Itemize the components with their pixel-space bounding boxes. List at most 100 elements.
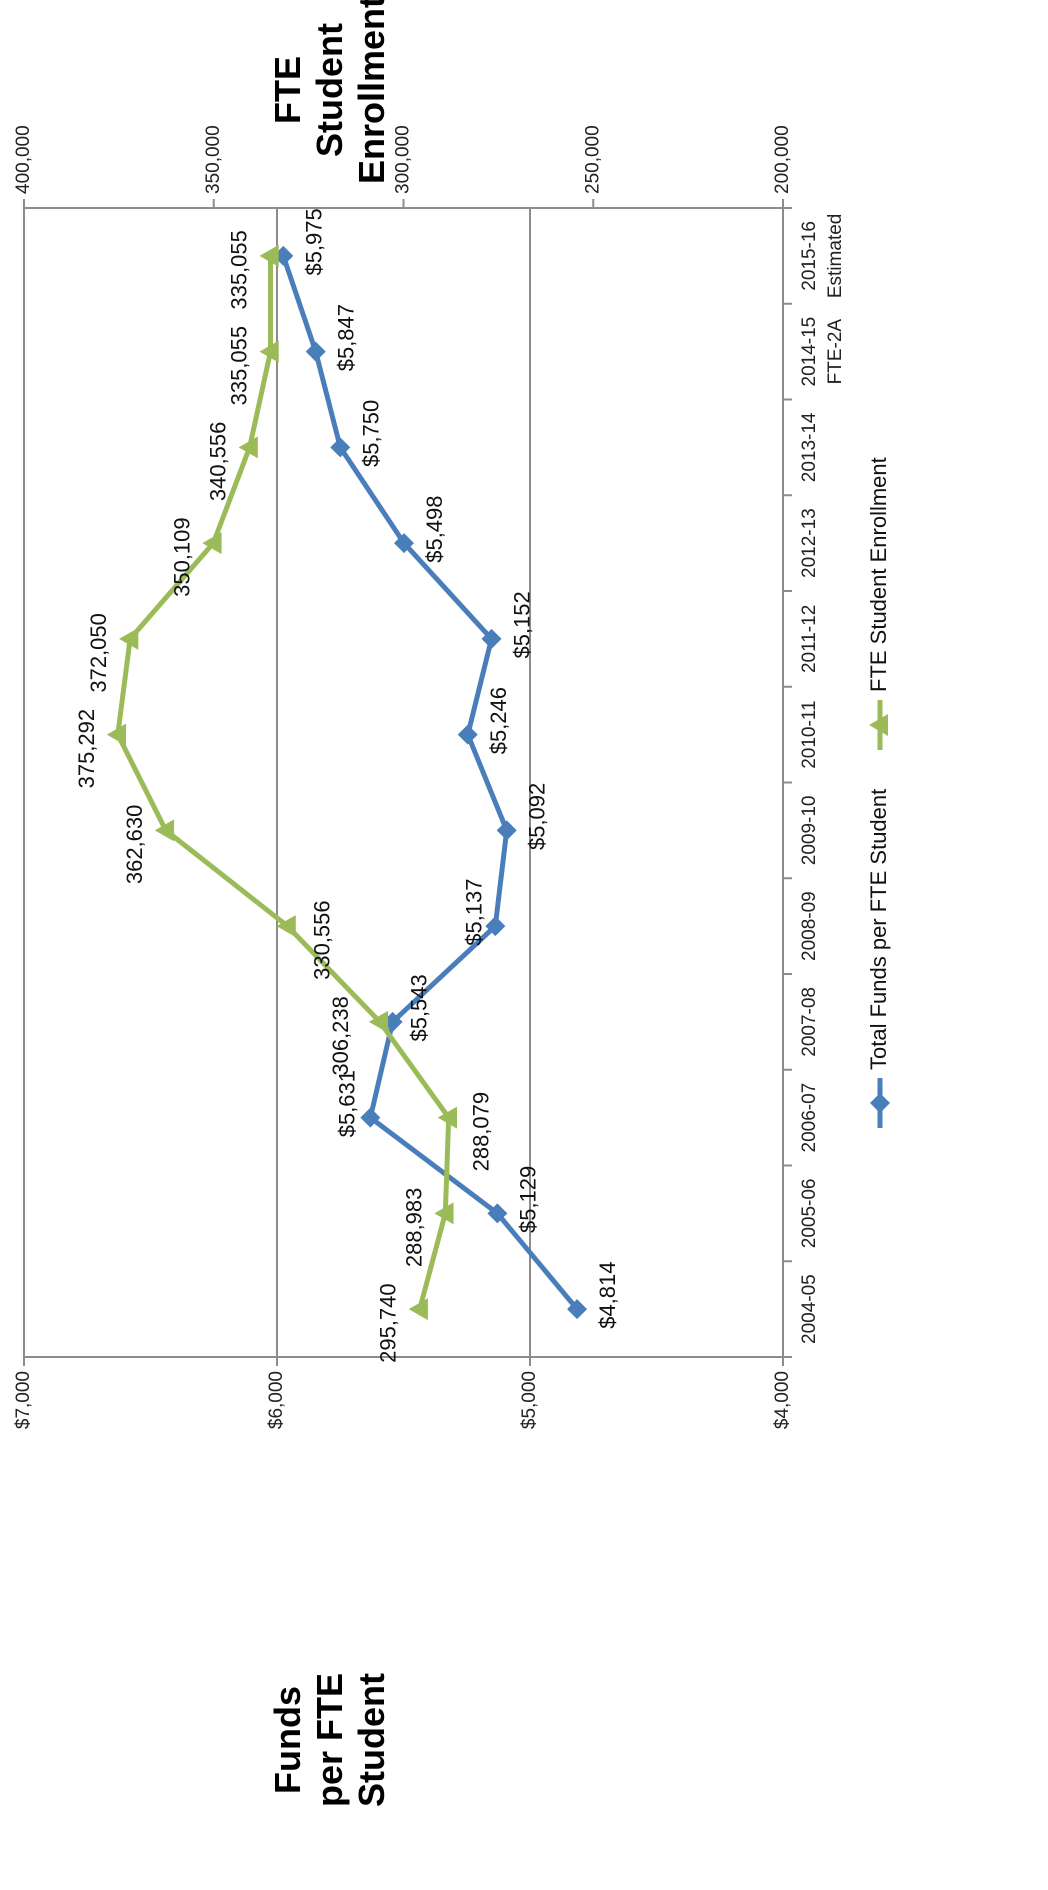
enrollment-data-label: 375,292	[74, 709, 99, 789]
category-label: 2009-10	[799, 796, 820, 866]
data-point-diamond	[496, 820, 517, 841]
data-point-diamond	[487, 1203, 508, 1224]
legend: Total Funds per FTE Student FTE Student E…	[866, 457, 891, 1128]
primary-axis-title: Fundsper FTEStudent	[267, 1673, 392, 1807]
primary-axis-title-line: Funds	[267, 1686, 308, 1794]
enrollment-data-label: 288,079	[469, 1092, 494, 1172]
secondary-tick-label: 300,000	[393, 125, 414, 194]
series-line	[280, 255, 580, 1311]
category-label-line: 2013-14	[799, 412, 820, 482]
data-point-triangle	[259, 244, 279, 267]
funds-data-label: $5,631	[334, 1070, 359, 1137]
data-point-diamond	[485, 916, 506, 937]
funds-data-label: $5,750	[358, 400, 383, 467]
category-label: 2004-05	[799, 1274, 820, 1344]
enrollment-data-label: 288,983	[401, 1188, 426, 1268]
funds-data-label: $5,498	[422, 495, 447, 562]
category-label-line: 2012-13	[799, 508, 820, 578]
category-label: 2012-13	[799, 508, 820, 578]
funds-data-label: $5,246	[486, 687, 511, 754]
legend-label-enrollment: FTE Student Enrollment	[866, 457, 891, 692]
data-point-triangle	[437, 1106, 457, 1129]
legend-diamond-marker	[870, 1093, 890, 1113]
secondary-axis-title-line: Enrollment	[351, 0, 392, 184]
category-label: 2015-16 Estimated	[799, 214, 846, 298]
category-label-line: 2007-08	[799, 987, 820, 1057]
primary-tick-label: $4,000	[772, 1371, 793, 1429]
secondary-axis-ticks: 200,000 250,000 300,000 350,000 400,000	[13, 125, 793, 208]
secondary-tick-label: 250,000	[582, 125, 603, 194]
data-point-triangle	[119, 627, 139, 650]
category-label-line: 2008-09	[799, 891, 820, 961]
category-label-line: 2009-10	[799, 796, 820, 866]
primary-axis-title-line: per FTE	[309, 1673, 350, 1807]
category-label: 2006-07	[799, 1083, 820, 1153]
category-label-line: FTE-2A	[825, 319, 846, 385]
gridlines	[23, 208, 531, 1357]
legend-item-funds: Total Funds per FTE Student	[866, 789, 891, 1128]
enrollment-data-label: 330,556	[310, 900, 335, 980]
enrollment-data-label: 362,630	[122, 805, 147, 885]
category-label-line: 2010-11	[799, 700, 820, 768]
category-label-line: 2014-15	[799, 317, 820, 387]
series-layer	[106, 244, 588, 1321]
category-label: 2005-06	[799, 1179, 820, 1249]
data-point-triangle	[259, 340, 279, 363]
category-label-line: 2005-06	[799, 1179, 820, 1249]
secondary-tick-label: 400,000	[13, 125, 34, 194]
secondary-axis-title-line: FTE	[267, 56, 308, 124]
data-point-triangle	[202, 532, 222, 555]
category-label-line: 2006-07	[799, 1083, 820, 1153]
funds-data-label: $5,847	[334, 304, 359, 371]
category-label-line: 2011-12	[799, 605, 820, 673]
category-label: 2013-14	[799, 412, 820, 482]
data-point-diamond	[360, 1107, 381, 1128]
legend-item-enrollment: FTE Student Enrollment	[866, 457, 891, 750]
enrollment-data-label: 306,238	[328, 996, 353, 1076]
series-fte-enrollment	[106, 244, 457, 1321]
data-point-triangle	[238, 436, 258, 459]
category-label: 2011-12	[799, 605, 820, 673]
funds-data-label: $5,152	[510, 591, 535, 658]
data-point-diamond	[305, 341, 326, 362]
data-point-triangle	[276, 915, 296, 938]
data-point-triangle	[154, 819, 175, 842]
category-label-line: 2004-05	[799, 1274, 820, 1344]
data-labels: $4,814 $5,129 $5,631 $5,543 $5,137 $5,092 $5,2…	[74, 208, 620, 1363]
category-label: 2007-08	[799, 987, 820, 1057]
primary-tick-label: $5,000	[519, 1371, 540, 1429]
secondary-axis-title: FTEStudentEnrollment	[267, 0, 392, 184]
primary-tick-label: $6,000	[266, 1371, 287, 1429]
secondary-axis-title-line: Student	[309, 23, 350, 157]
data-point-diamond	[394, 533, 415, 554]
funds-data-label: $5,129	[515, 1166, 540, 1233]
data-point-triangle	[408, 1298, 428, 1321]
data-point-triangle	[434, 1202, 454, 1225]
data-point-triangle	[106, 723, 127, 746]
funds-data-label: $5,092	[525, 783, 550, 850]
series-line	[115, 255, 452, 1310]
funds-data-label: $5,137	[461, 878, 486, 945]
category-label: 2014-15 FTE-2A	[799, 317, 846, 387]
category-label: 2010-11	[799, 700, 820, 768]
secondary-tick-label: 200,000	[772, 125, 793, 194]
enrollment-data-label: 335,055	[226, 326, 251, 406]
primary-axis-ticks: $4,000 $5,000 $6,000 $7,000	[13, 1357, 793, 1429]
enrollment-data-label: 350,109	[169, 517, 194, 597]
data-point-diamond	[457, 724, 478, 745]
funds-data-label: $5,543	[407, 974, 432, 1041]
data-point-diamond	[330, 437, 351, 458]
data-point-diamond	[567, 1299, 588, 1320]
category-label-line: 2015-16	[799, 221, 820, 291]
primary-axis-title-line: Student	[351, 1673, 392, 1807]
enrollment-data-label: 295,740	[376, 1283, 401, 1363]
legend-triangle-marker	[869, 714, 888, 736]
category-label-line: Estimated	[825, 214, 846, 298]
legend-label-funds: Total Funds per FTE Student	[866, 789, 891, 1070]
enrollment-data-label: 340,556	[206, 422, 231, 502]
primary-tick-label: $7,000	[13, 1371, 34, 1429]
